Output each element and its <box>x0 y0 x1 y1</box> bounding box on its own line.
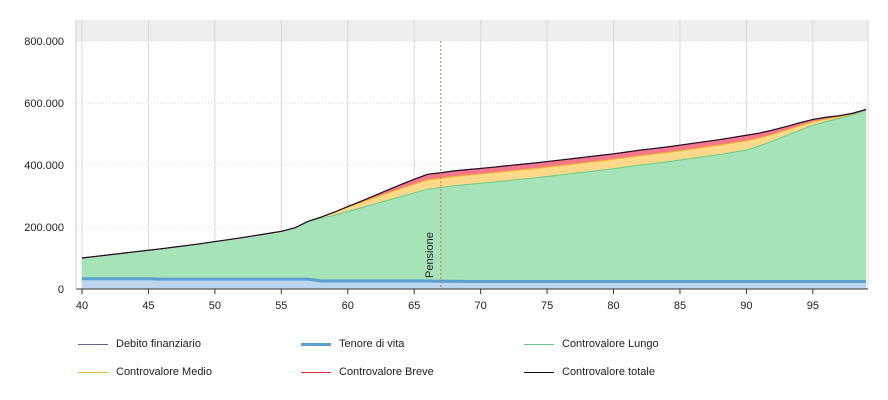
legend-swatch <box>301 371 331 373</box>
legend-item-controvalore-breve[interactable]: Controvalore Breve <box>301 364 434 380</box>
x-tick-label: 95 <box>807 300 819 312</box>
y-tick-label: 200.000 <box>24 222 64 234</box>
x-tick-label: 75 <box>541 300 553 312</box>
legend-swatch <box>301 342 331 346</box>
legend-swatch <box>78 371 108 373</box>
legend-swatch <box>524 343 554 345</box>
legend-label: Controvalore Breve <box>339 366 434 378</box>
legend-label: Controvalore Medio <box>116 366 212 378</box>
annotations: Pensione <box>424 41 442 289</box>
legend-item-controvalore-medio[interactable]: Controvalore Medio <box>78 364 212 380</box>
annotation-label-pensione: Pensione <box>424 232 436 278</box>
y-tick-label: 600.000 <box>24 98 64 110</box>
y-tick-label: 800.000 <box>24 36 64 48</box>
area-controvalore-lungo <box>82 110 866 289</box>
y-tick-label: 400.000 <box>24 160 64 172</box>
legend-label: Tenore di vita <box>339 338 405 350</box>
x-tick-label: 65 <box>408 300 420 312</box>
series-areas <box>82 109 866 289</box>
x-tick-label: 80 <box>607 300 619 312</box>
legend-swatch <box>78 343 108 345</box>
legend-item-controvalore-lungo[interactable]: Controvalore Lungo <box>524 336 659 352</box>
legend-item-debito-finanziario[interactable]: Debito finanziario <box>78 336 201 352</box>
axes: 40 45 50 55 60 65 70 75 80 85 90 95 0 200.000 400.000 6… <box>24 20 868 312</box>
x-tick-label: 50 <box>209 300 221 312</box>
line-tenore-di-vita <box>82 277 866 284</box>
x-tick-label: 85 <box>674 300 686 312</box>
legend-label: Controvalore Lungo <box>562 338 659 350</box>
x-tick-label: 90 <box>740 300 752 312</box>
x-tick-label: 60 <box>342 300 354 312</box>
x-tick-label: 45 <box>142 300 154 312</box>
legend-label: Controvalore totale <box>562 366 655 378</box>
legend-label: Debito finanziario <box>116 338 201 350</box>
chart-header-band <box>76 20 868 41</box>
legend-item-tenore-di-vita[interactable]: Tenore di vita <box>301 336 404 352</box>
x-tick-label: 70 <box>475 300 487 312</box>
x-tick-label: 40 <box>76 300 88 312</box>
legend: Debito finanziario Tenore di vita Contro… <box>0 330 888 390</box>
x-tick-label: 55 <box>275 300 287 312</box>
legend-swatch <box>524 371 554 373</box>
y-tick-label: 0 <box>58 284 64 296</box>
chart-svg: Pensione 40 45 50 55 60 65 70 75 80 85 90 95 0 200.00… <box>24 20 869 312</box>
line-controvalore-totale <box>81 108 867 259</box>
area-tenore-di-vita <box>82 278 866 289</box>
legend-item-controvalore-totale[interactable]: Controvalore totale <box>524 364 655 380</box>
